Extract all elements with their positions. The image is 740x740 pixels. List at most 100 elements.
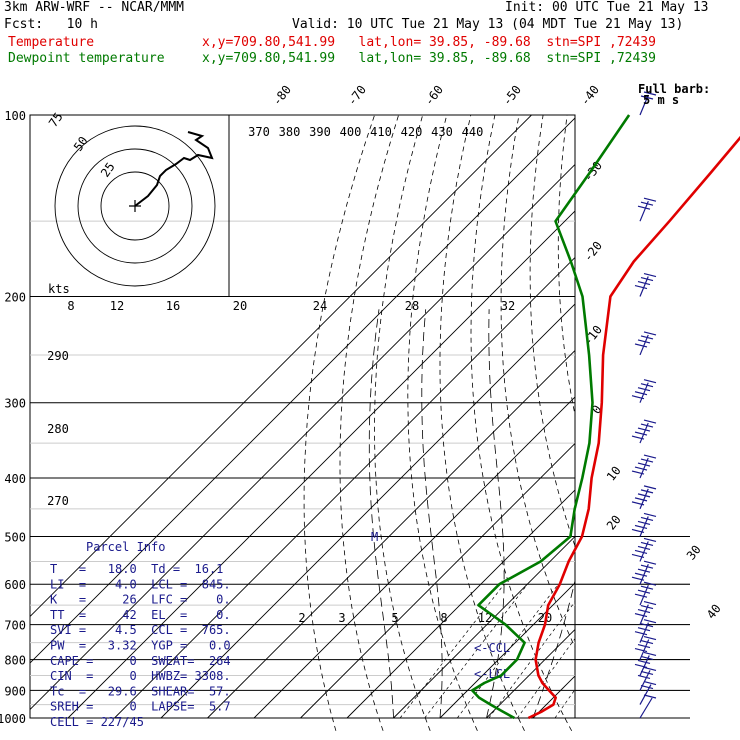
dry-adiabat-390 xyxy=(712,115,740,731)
wind-barb-flag xyxy=(637,427,651,432)
mixing-ratio-line-2 xyxy=(399,583,505,719)
dry-adiabat-280 xyxy=(407,115,478,731)
isotherm--30 xyxy=(300,442,575,719)
wind-barb-650 xyxy=(634,581,657,606)
speed-label-32: 32 xyxy=(501,299,515,313)
wind-barb-800 xyxy=(634,635,657,660)
wind-barb-shaft xyxy=(639,94,649,116)
hodo-units-label: kts xyxy=(48,282,70,296)
pressure-label-800: 800 xyxy=(4,654,26,668)
parcel-info-row: SREH = 0 LAPSE= 5.7 xyxy=(50,700,231,714)
mixing-label-5: 5 xyxy=(391,611,398,625)
wind-barb-flag xyxy=(643,454,657,459)
wind-barb-500 xyxy=(631,512,657,537)
wind-barb-flag xyxy=(643,485,657,490)
wind-barb-450 xyxy=(631,485,657,510)
wind-barb-shaft xyxy=(639,639,650,660)
temp-label--50: -50 xyxy=(500,83,524,109)
theta-label-380: 380 xyxy=(279,125,301,139)
wind-barb-shaft xyxy=(639,382,649,403)
temperature-legend: Temperature xyxy=(8,35,95,50)
dewpoint-station-info: x,y=709.80,541.99 lat,lon= 39.85, -89.68… xyxy=(202,51,656,66)
dry-adiabat-270 xyxy=(374,115,431,731)
theta-label-400: 400 xyxy=(340,125,362,139)
moist-adiabat-0 xyxy=(421,309,443,719)
parcel-info-row: PW = 3.32 YGP = 0.0 xyxy=(50,639,231,653)
temp-label--60: -60 xyxy=(422,83,446,109)
wind-barb-flag xyxy=(643,680,657,686)
hodo-ring-label-50: 50 xyxy=(71,134,91,154)
wind-barb-flag xyxy=(640,585,654,590)
wind-barb-flag xyxy=(634,572,648,577)
wind-barb-100 xyxy=(639,91,657,116)
wind-barb-flag xyxy=(637,545,651,551)
wind-barb-300 xyxy=(631,379,657,403)
wind-barb-flag xyxy=(631,435,645,440)
mixing-label-2: 2 xyxy=(298,611,305,625)
wind-barb-flag xyxy=(634,593,648,598)
wind-barb-flag xyxy=(631,470,645,475)
pressure-label-700: 700 xyxy=(4,619,26,633)
parcel-info-row: LI = 4.0 LCL = 845. xyxy=(50,577,231,591)
wind-barb-flag xyxy=(643,512,657,518)
wind-barb-shaft xyxy=(639,697,653,719)
wind-barb-flag xyxy=(640,516,654,522)
wind-barb-flag xyxy=(637,205,651,210)
temp-label--80: -80 xyxy=(270,83,294,109)
mixing-ratio-line-5 xyxy=(457,583,559,719)
wind-barb-flag xyxy=(643,419,657,424)
init-time: Init: 00 UTC Tue 21 May 13 xyxy=(505,0,709,15)
wind-barb-flag xyxy=(640,564,654,569)
wind-barb-flag xyxy=(631,576,645,581)
model-title: 3km ARW-WRF -- NCAR/MMM xyxy=(4,0,185,15)
theta-label-390: 390 xyxy=(309,125,331,139)
temp-label-30: 30 xyxy=(684,543,704,563)
wind-barb-shaft xyxy=(639,200,649,222)
barb-legend-title: Full barb: xyxy=(638,82,710,96)
hodograph-trace xyxy=(134,131,214,207)
pressure-label-300: 300 xyxy=(4,397,26,411)
wind-barb-flag xyxy=(634,549,648,555)
wind-barb-350 xyxy=(631,419,657,444)
isotherm-0 xyxy=(439,582,575,719)
temp-label--70: -70 xyxy=(345,83,369,109)
mixing-label-8: 8 xyxy=(440,611,447,625)
speed-label-8: 8 xyxy=(67,299,74,313)
wind-barb-shaft xyxy=(639,604,649,625)
wind-barb-flag xyxy=(634,343,648,348)
wind-barb-flag xyxy=(637,568,651,573)
pressure-label-500: 500 xyxy=(4,530,26,544)
dry-adiabat-290 xyxy=(439,115,525,731)
wind-barb-flag xyxy=(640,670,654,675)
lcl-marker: <-LCL xyxy=(474,667,510,681)
wind-barb-flag xyxy=(631,395,645,400)
wind-barb-flag xyxy=(640,335,654,340)
wind-barb-flag xyxy=(640,684,654,690)
wind-barb-flag xyxy=(643,694,657,699)
speed-label-16: 16 xyxy=(166,299,180,313)
wind-barb-flag xyxy=(637,659,651,665)
speed-label-20: 20 xyxy=(233,299,247,313)
wind-barb-flag xyxy=(640,541,654,547)
wind-barb-1000 xyxy=(639,694,657,719)
theta-label-430: 430 xyxy=(431,125,453,139)
wind-barb-flag xyxy=(634,284,648,290)
wind-barb-750 xyxy=(634,619,657,643)
wind-barb-flag xyxy=(634,391,648,396)
dry-adiabat-250 xyxy=(303,115,375,731)
wind-barb-150 xyxy=(637,197,657,222)
wind-barb-700 xyxy=(634,601,657,625)
mixing-label-12: 12 xyxy=(478,611,492,625)
wind-barb-flag xyxy=(640,276,654,282)
parcel-m-marker: M xyxy=(371,530,378,544)
wind-barb-flag xyxy=(634,631,648,636)
wind-barb-flag xyxy=(643,197,657,202)
wind-barb-flag xyxy=(637,280,651,286)
theta-low-label-280: 280 xyxy=(47,422,69,436)
speed-label-12: 12 xyxy=(110,299,124,313)
wind-barb-flag xyxy=(637,493,651,498)
parcel-info-title: Parcel Info xyxy=(86,540,165,554)
dry-adiabat-380 xyxy=(688,115,740,731)
